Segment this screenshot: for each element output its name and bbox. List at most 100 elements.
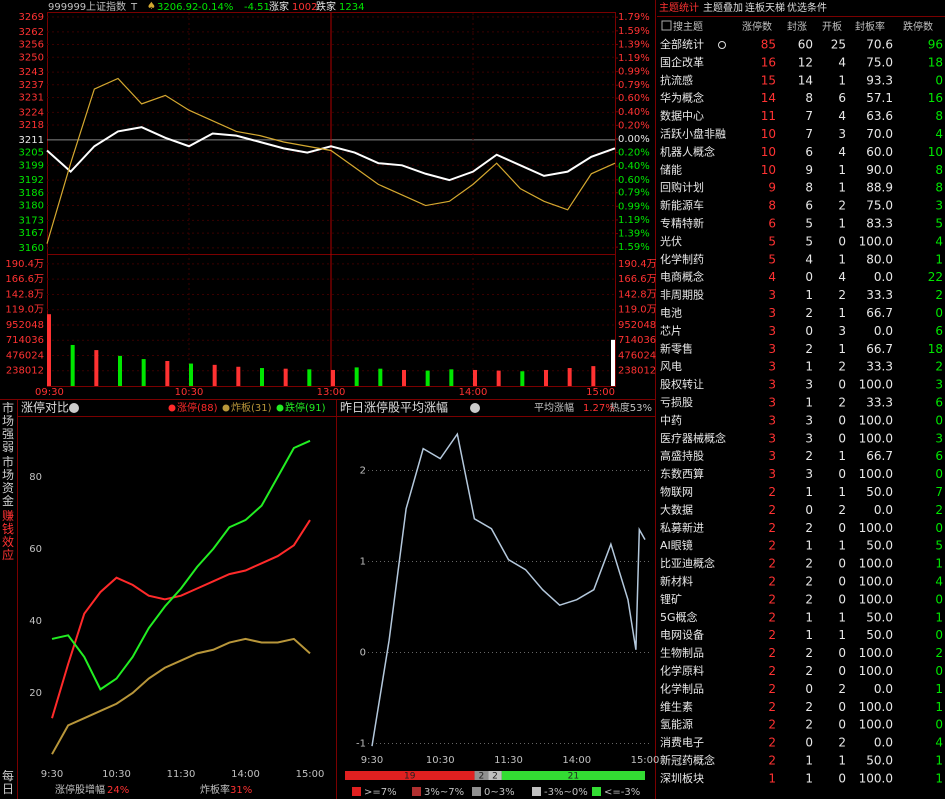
info-icon[interactable] — [69, 403, 79, 413]
x-tick-label: 09:30 — [35, 387, 64, 398]
table-cell: 3 — [768, 324, 776, 338]
distribution-segment — [488, 771, 502, 780]
table-cell: 50.0 — [866, 610, 893, 624]
volume-bar — [496, 370, 501, 386]
table-cell: 储能 — [660, 162, 682, 176]
column-header: 封板率 — [855, 20, 885, 33]
volume-tick-label: 714036 — [6, 335, 44, 346]
table-cell: 5 — [768, 252, 776, 266]
table-cell: 100.0 — [859, 378, 893, 392]
legend-marker — [352, 787, 361, 796]
table-cell: 氢能源 — [660, 717, 693, 731]
table-cell: 0.0 — [874, 682, 893, 696]
side-tab-label[interactable]: 市场强弱 — [2, 402, 15, 454]
table-cell: 电网设备 — [660, 628, 704, 642]
distribution-segment — [501, 771, 645, 780]
table-cell: 股权转让 — [660, 377, 704, 391]
table-cell: 14 — [761, 91, 776, 105]
distribution-segment — [474, 771, 489, 780]
table-cell: 3 — [768, 413, 776, 427]
table-cell: 3 — [805, 413, 813, 427]
header-up-label: 涨家 — [269, 0, 289, 13]
table-cell: 10 — [928, 145, 943, 159]
table-cell: 5G概念 — [660, 610, 698, 624]
table-cell: 66.7 — [866, 449, 893, 463]
tab[interactable]: 主题叠加 — [703, 2, 743, 14]
y-tick-label: 3199 — [19, 160, 44, 171]
table-cell: 新能源车 — [660, 198, 704, 212]
table-cell: 1 — [935, 252, 943, 266]
search-icon[interactable] — [661, 20, 672, 31]
table-cell: 0 — [935, 592, 943, 606]
volume-bar — [212, 364, 217, 386]
info-icon[interactable] — [470, 403, 480, 413]
side-tab-label[interactable]: 市场资金 — [2, 456, 15, 508]
table-cell: 0 — [838, 467, 846, 481]
volume-tick-label: 119.0万 — [618, 305, 657, 316]
table-cell: 1 — [838, 217, 846, 231]
table-cell: 7 — [935, 485, 943, 499]
table-cell: 0 — [838, 664, 846, 678]
side-tab-label[interactable]: 每日 — [2, 770, 15, 796]
legend-label: 3%~7% — [424, 787, 464, 798]
tab[interactable]: 优选条件 — [787, 1, 827, 14]
table-cell: 芯片 — [660, 323, 682, 337]
volume-tick-label: 190.4万 — [618, 259, 657, 270]
y-tick-label: 3186 — [19, 188, 44, 199]
table-cell: 33.3 — [866, 288, 893, 302]
table-cell: 70.0 — [866, 127, 893, 141]
volume-tick-label: 238012 — [618, 366, 656, 377]
table-cell: 3 — [768, 449, 776, 463]
legend-marker — [412, 787, 421, 796]
volume-tick-label: 190.4万 — [5, 259, 44, 270]
table-cell: 80.0 — [866, 252, 893, 266]
y2-tick-label: 0.99% — [618, 201, 650, 212]
x-tick-label: 13:00 — [317, 387, 346, 398]
table-cell: 2 — [838, 396, 846, 410]
table-cell: 电商概念 — [660, 270, 704, 284]
table-cell: 1 — [838, 754, 846, 768]
table-cell: 1 — [805, 396, 813, 410]
side-tab-label[interactable]: 赚钱效应 — [2, 510, 15, 562]
distribution-label: 21 — [568, 772, 579, 782]
y-tick-label: 3192 — [19, 175, 44, 186]
tab[interactable]: 主题统计 — [659, 1, 699, 14]
table-cell: 2 — [805, 306, 813, 320]
series-line — [371, 432, 646, 747]
table-cell: 回购计划 — [660, 180, 704, 194]
legend-marker — [592, 787, 601, 796]
table-cell: 华为概念 — [660, 91, 704, 105]
side-tab[interactable]: 每日 — [0, 770, 17, 799]
volume-tick-label: 238012 — [6, 366, 44, 377]
table-cell: 3 — [768, 378, 776, 392]
table-cell: 9 — [805, 163, 813, 177]
side-tab[interactable]: 市场强弱 — [0, 402, 17, 454]
panel-title: 涨停对比 — [21, 400, 69, 415]
table-cell: 90.0 — [866, 163, 893, 177]
table-cell: 100.0 — [859, 467, 893, 481]
table-cell: 0 — [935, 628, 943, 642]
volume-bar — [331, 369, 335, 386]
x-tick-label: 10:30 — [426, 755, 455, 766]
legend-marker — [532, 787, 541, 796]
table-cell: 0.0 — [874, 270, 893, 284]
table-cell: 化学制品 — [660, 681, 704, 695]
table-cell: 光伏 — [660, 234, 682, 248]
table-cell: 2 — [838, 736, 846, 750]
side-tab[interactable]: 赚钱效应 — [0, 510, 17, 562]
side-tab[interactable]: 市场资金 — [0, 456, 17, 508]
volume-bar — [567, 368, 572, 386]
table-cell: 25 — [831, 38, 846, 52]
table-cell: 高盛持股 — [660, 449, 704, 463]
y2-tick-label: 1.19% — [618, 215, 650, 226]
table-cell: 33.3 — [866, 360, 893, 374]
tab[interactable]: 连板天梯 — [745, 1, 785, 14]
table-cell: 1 — [838, 306, 846, 320]
table-cell: 10 — [761, 163, 776, 177]
y-tick-label: 20 — [29, 688, 42, 699]
table-cell: 50.0 — [866, 628, 893, 642]
table-cell: 85 — [761, 38, 776, 52]
table-cell: 60 — [798, 38, 813, 52]
table-cell: 0 — [838, 378, 846, 392]
